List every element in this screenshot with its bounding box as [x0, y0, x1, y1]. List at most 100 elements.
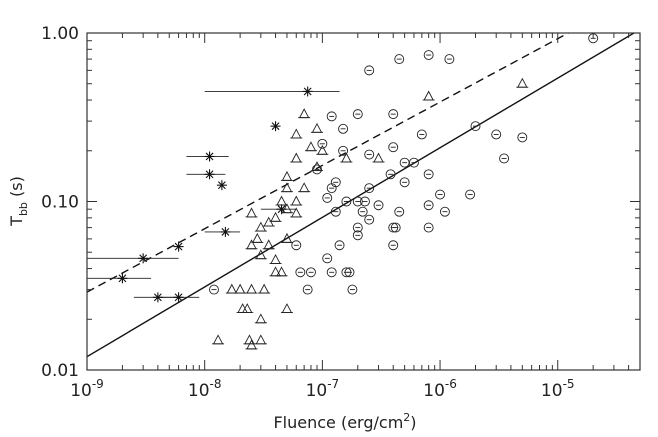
triangle-point: [290, 152, 303, 163]
circle-point: [423, 222, 434, 233]
circle-point: [373, 200, 384, 211]
circle-point: [347, 284, 358, 295]
circle-point: [338, 123, 349, 134]
triangle-point: [340, 152, 353, 163]
circle-point: [388, 240, 399, 251]
circle-point: [423, 169, 434, 180]
y-tick-label: 0.01: [41, 361, 79, 381]
triangle-point: [290, 195, 303, 206]
circle-point: [291, 240, 302, 251]
triangle-point: [254, 313, 267, 324]
circle-point: [394, 206, 405, 217]
circle-point: [330, 206, 341, 217]
triangle-point: [245, 283, 258, 294]
triangle-point: [290, 128, 303, 139]
circle-point: [399, 157, 410, 168]
triangle-point: [310, 122, 323, 133]
triangle-point: [254, 249, 267, 260]
triangle-point: [245, 207, 258, 218]
circle-point: [388, 142, 399, 153]
triangle-point: [280, 182, 293, 193]
triangle-point: [254, 221, 267, 232]
circle-point: [352, 196, 363, 207]
circle-point: [423, 50, 434, 60]
circle-point: [295, 267, 306, 278]
triangle-point: [516, 77, 529, 88]
circle-point: [334, 240, 345, 251]
triangle-point: [225, 283, 238, 294]
y-axis-label: Tbb (s): [7, 176, 30, 227]
x-tick-label: 10-8: [188, 377, 222, 401]
circle-point: [338, 145, 349, 156]
x-tick-label: 10-6: [423, 377, 457, 401]
circle-point: [408, 157, 419, 168]
asterisk-point: [216, 180, 227, 191]
triangle-point: [254, 334, 267, 345]
asterisk-point: [302, 86, 313, 97]
circle-point: [435, 189, 446, 200]
circle-point: [491, 129, 502, 140]
circle-point: [399, 177, 410, 188]
data-points: [117, 33, 599, 350]
triangle-point: [372, 152, 385, 163]
asterisk-point: [138, 253, 149, 264]
circle-point: [344, 267, 355, 278]
triangle-point: [280, 303, 293, 313]
circle-point: [390, 222, 401, 233]
circle-point: [359, 196, 370, 207]
circle-point: [326, 267, 337, 278]
triangle-point: [280, 170, 293, 181]
triangle-point: [269, 266, 282, 277]
asterisk-point: [270, 121, 281, 132]
circle-point: [465, 189, 476, 200]
triangle-point: [243, 334, 256, 345]
axis-ticks: 10-9 10-8 10-7 10-6 10-5 0.01 0.10 1.00: [41, 24, 641, 401]
asterisk-point: [276, 204, 287, 215]
circle-point: [352, 222, 363, 233]
circle-point: [306, 267, 316, 278]
triangle-point: [262, 239, 275, 250]
circle-point: [470, 121, 481, 132]
circle-point: [499, 153, 510, 164]
circle-point: [341, 196, 352, 207]
triangle-point: [304, 141, 317, 152]
triangle-point: [280, 232, 293, 243]
asterisk-point: [173, 241, 184, 252]
dashed-fit-line: [87, 33, 570, 293]
triangle-point: [275, 195, 288, 206]
triangle-point: [269, 253, 282, 264]
circle-point: [444, 54, 455, 65]
circle-point: [302, 284, 313, 295]
asterisk-point: [173, 292, 184, 303]
asterisk-point: [204, 169, 215, 180]
triangle-point: [298, 108, 311, 119]
triangle-point: [298, 182, 311, 193]
circle-point: [357, 206, 368, 217]
circle-point: [364, 183, 375, 194]
x-tick-label: 10-5: [541, 377, 575, 401]
circle-point: [388, 109, 399, 120]
circle-point: [352, 109, 363, 120]
triangle-point: [245, 239, 258, 250]
circle-point: [364, 149, 375, 160]
y-tick-label: 1.00: [41, 24, 79, 44]
circle-point: [326, 183, 337, 194]
triangle-point: [316, 144, 329, 155]
circle-point: [352, 230, 363, 241]
triangle-point: [422, 90, 435, 101]
circle-point: [394, 54, 405, 65]
circle-point: [209, 284, 219, 295]
x-tick-label: 10-9: [70, 377, 104, 401]
circle-point: [364, 214, 375, 225]
circle-point: [322, 253, 333, 264]
circle-point: [439, 206, 450, 217]
x-tick-label: 10-7: [306, 377, 340, 401]
asterisk-point: [204, 151, 215, 162]
triangle-point: [245, 339, 258, 350]
triangle-point: [262, 216, 275, 227]
circle-point: [312, 164, 322, 175]
triangle-point: [269, 211, 282, 222]
asterisk-point: [152, 292, 163, 303]
triangle-point: [212, 334, 225, 345]
